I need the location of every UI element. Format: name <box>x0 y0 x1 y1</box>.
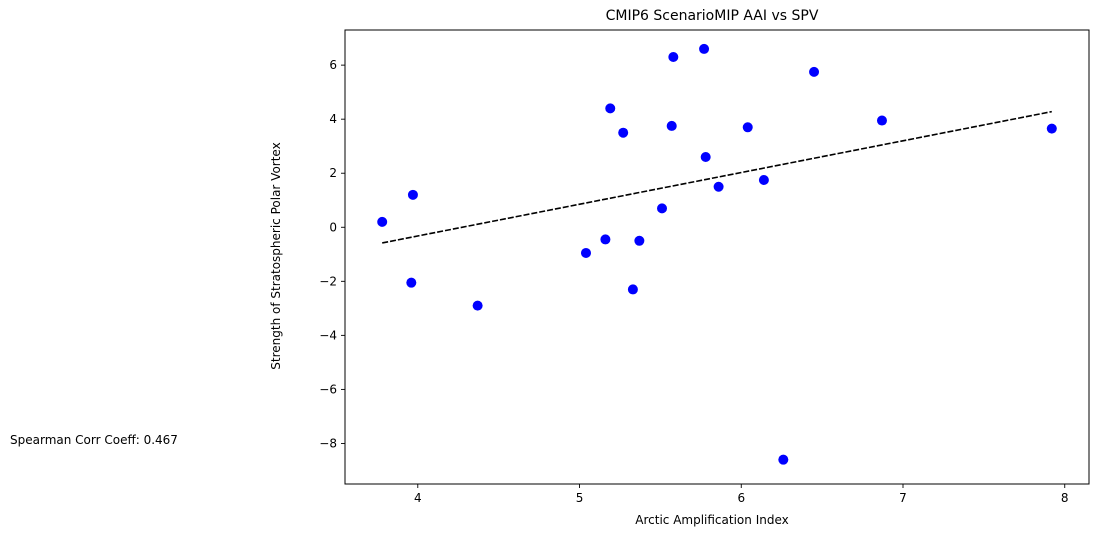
regression-line <box>382 110 1052 244</box>
x-tick-label: 8 <box>1061 491 1069 505</box>
x-tick-label: 5 <box>576 491 584 505</box>
data-point <box>700 152 711 163</box>
x-tick-label: 4 <box>414 491 422 505</box>
data-point <box>809 66 820 77</box>
x-axis-label: Arctic Amplification Index <box>635 513 788 527</box>
data-point <box>634 235 645 246</box>
data-point <box>742 122 753 133</box>
data-point <box>627 284 638 295</box>
data-point <box>605 103 616 114</box>
y-tick-label: −4 <box>319 328 337 342</box>
data-point <box>778 454 789 465</box>
data-point <box>876 115 887 126</box>
chart-title: CMIP6 ScenarioMIP AAI vs SPV <box>606 8 819 24</box>
y-tick-label: 6 <box>329 58 337 72</box>
y-tick-label: 0 <box>329 220 337 234</box>
data-point <box>406 277 417 288</box>
y-axis-label: Strength of Stratospheric Polar Vortex <box>269 142 283 369</box>
y-tick-label: 4 <box>329 112 337 126</box>
plot-frame <box>344 29 1090 485</box>
y-tick-label: 2 <box>329 166 337 180</box>
data-point <box>407 189 418 200</box>
data-point <box>377 216 388 227</box>
y-tick-label: −6 <box>319 382 337 396</box>
data-point <box>699 43 710 54</box>
data-point <box>600 234 611 245</box>
data-point <box>580 247 591 258</box>
spearman-annotation: Spearman Corr Coeff: 0.467 <box>10 433 178 447</box>
data-point <box>1046 123 1057 134</box>
data-point <box>618 127 629 138</box>
data-point <box>666 120 677 131</box>
y-tick-label: −8 <box>319 436 337 450</box>
data-point <box>472 300 483 311</box>
data-point <box>657 203 668 214</box>
plot-area: 4 5 6 7 8 −8 −6 −4 −2 0 2 4 6 <box>319 29 1090 505</box>
data-point <box>668 52 679 63</box>
y-tick-label: −2 <box>319 274 337 288</box>
data-point <box>713 181 724 192</box>
data-point <box>758 174 769 185</box>
x-tick-label: 6 <box>737 491 745 505</box>
x-tick-label: 7 <box>899 491 907 505</box>
